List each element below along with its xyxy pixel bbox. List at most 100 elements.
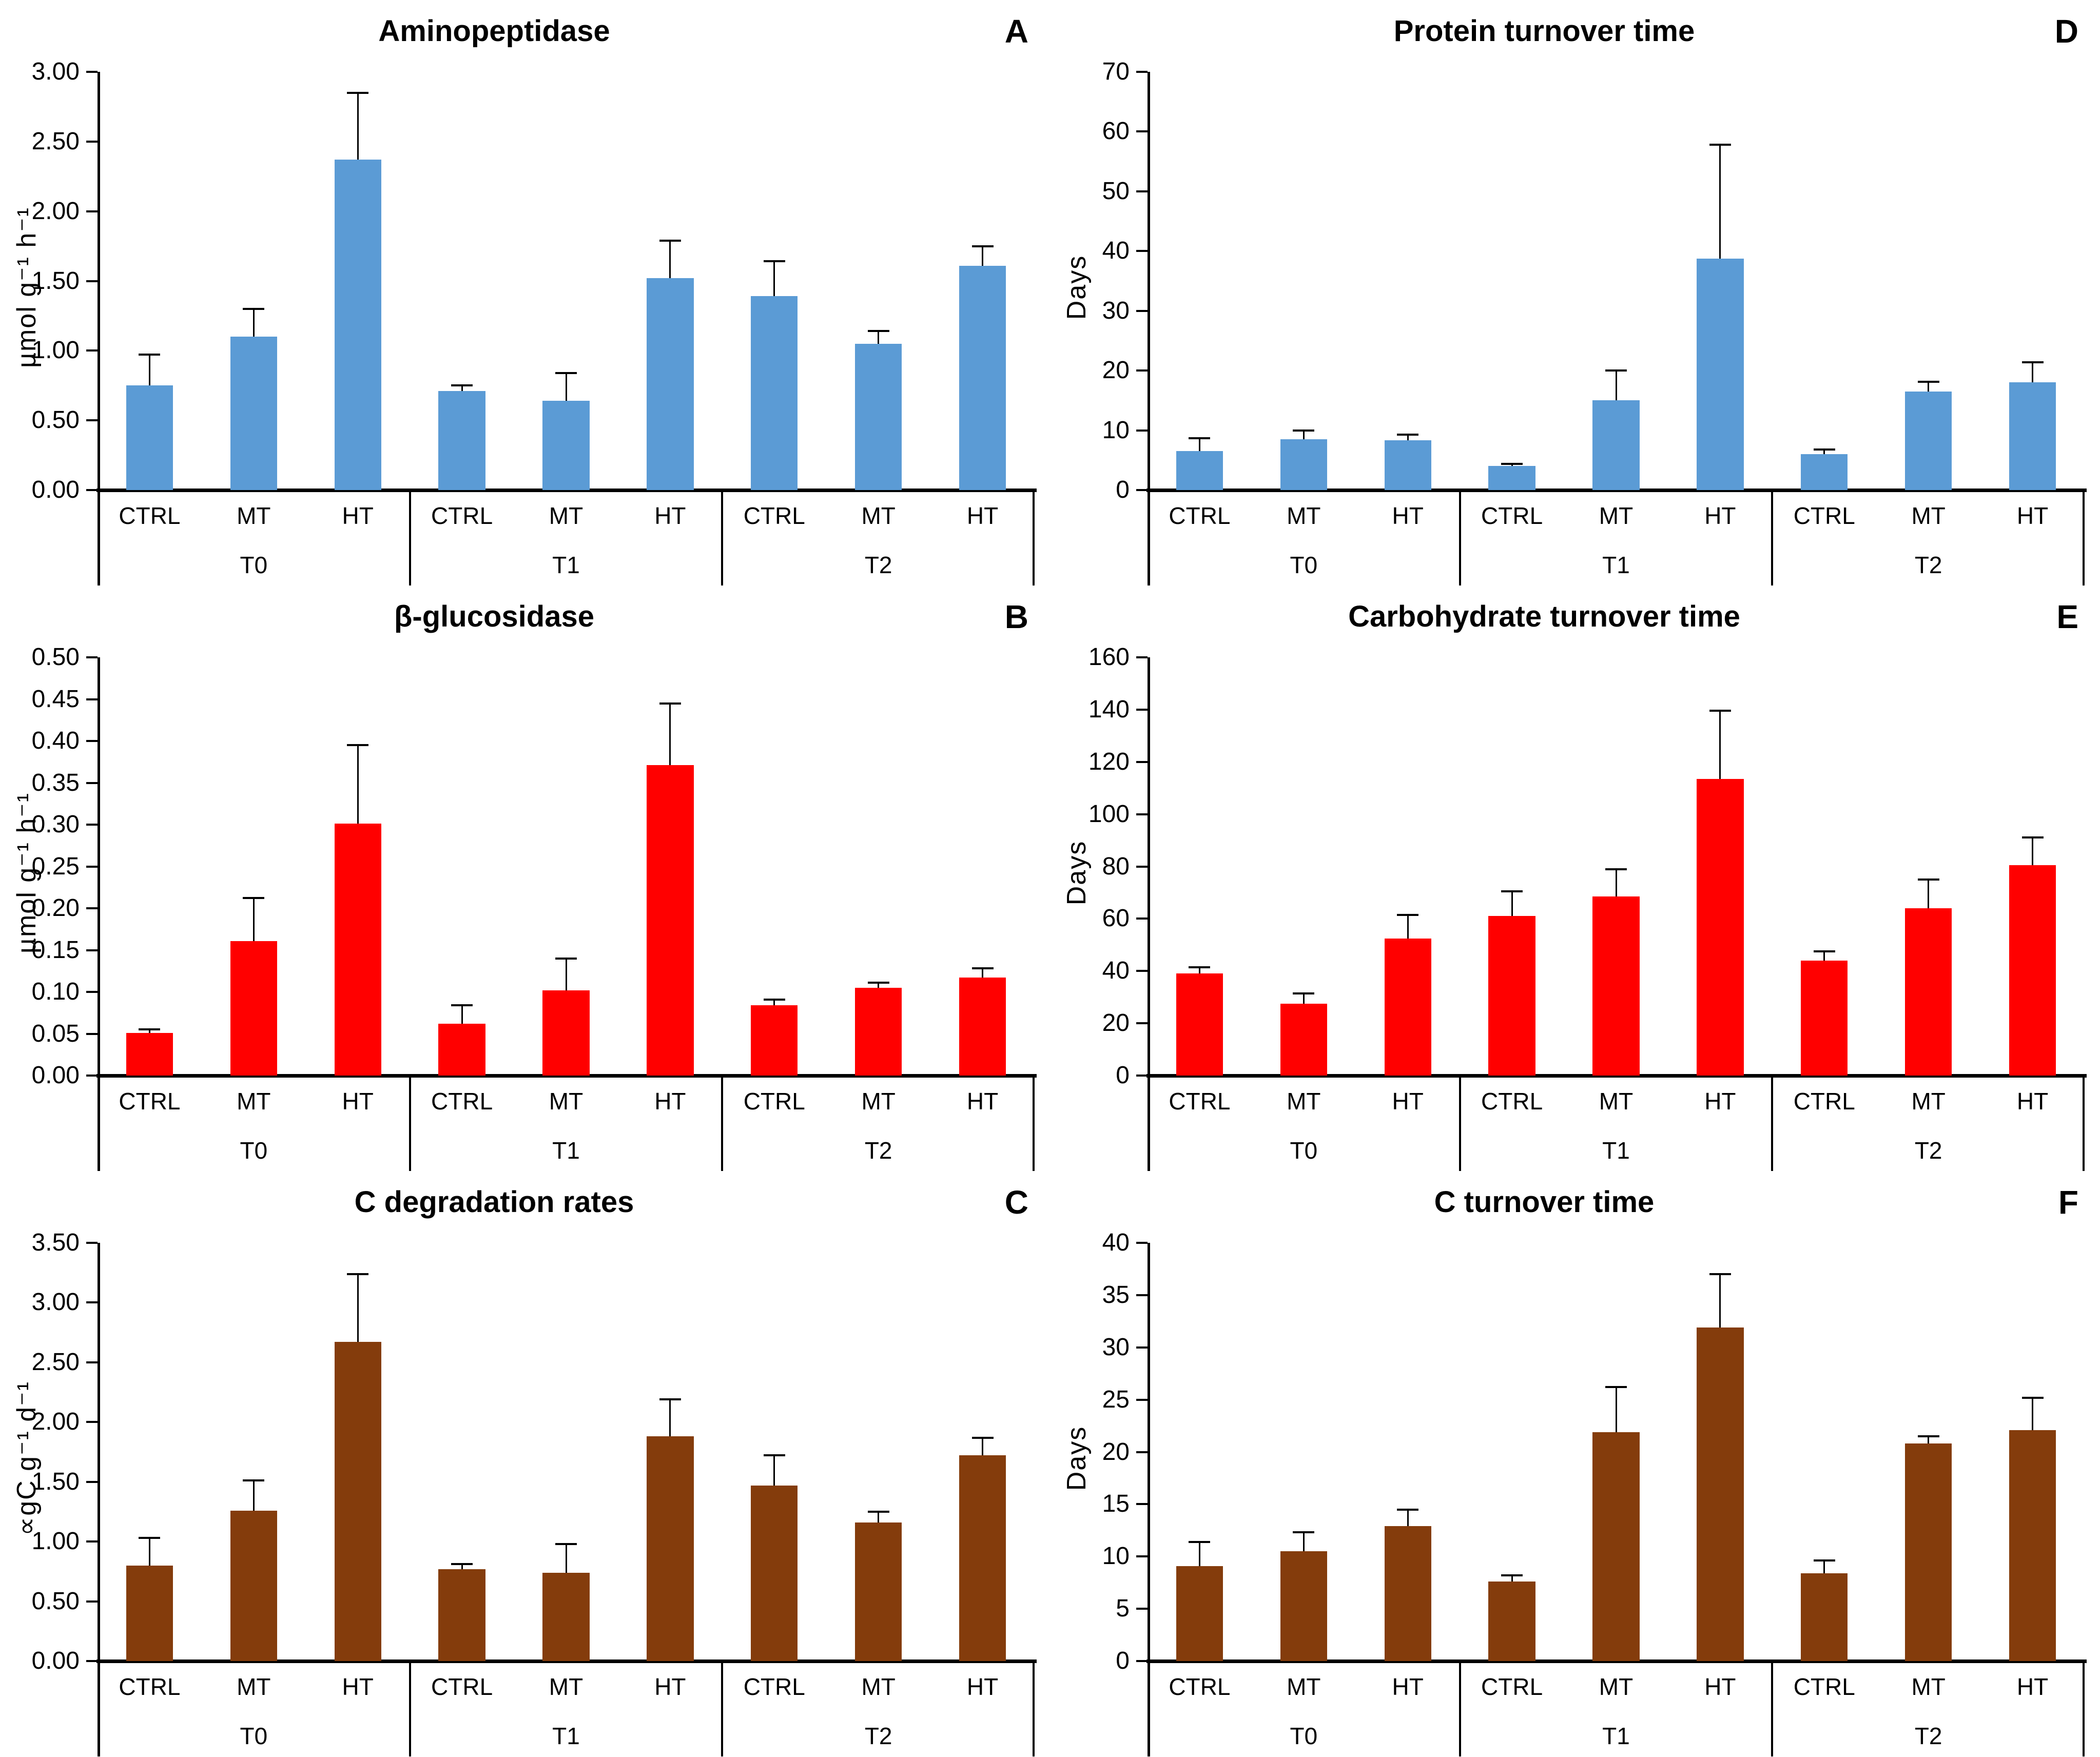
y-tick-mark (1136, 1075, 1148, 1077)
category-label: HT (966, 502, 999, 529)
error-bar-cap (1293, 1531, 1315, 1534)
category-label: HT (2016, 502, 2049, 529)
category-label: CTRL (743, 1088, 805, 1115)
error-bar-cap (971, 1436, 994, 1439)
y-tick-label: 160 (1088, 643, 1130, 671)
category-label: CTRL (1169, 1673, 1231, 1700)
category-label: CTRL (119, 1088, 181, 1115)
error-bar-cap (1501, 890, 1523, 892)
group-label: T0 (240, 1137, 268, 1164)
bar (959, 978, 1006, 1076)
bar (647, 765, 694, 1076)
error-bar-cap (763, 998, 785, 1001)
category-label: HT (342, 502, 374, 529)
y-tick-mark (86, 210, 98, 212)
bar (542, 401, 590, 490)
error-bar-line (148, 1029, 150, 1033)
error-bar-line (1302, 993, 1305, 1004)
y-tick-label: 0.05 (31, 1020, 80, 1047)
error-bar-cap (139, 1537, 161, 1539)
group-label: T2 (1914, 1137, 1942, 1164)
category-box-right-border (2083, 490, 2085, 585)
error-bar-line (1511, 463, 1513, 466)
panel-letter: A (1004, 13, 1028, 50)
group-divider (721, 490, 724, 585)
error-bar-cap (1501, 462, 1523, 465)
bar (751, 1005, 798, 1076)
error-bar-cap (1813, 448, 1835, 451)
y-tick-mark (86, 419, 98, 422)
error-bar-cap (139, 354, 161, 356)
error-bar-cap (1917, 381, 1939, 383)
group-label: T1 (1602, 1723, 1630, 1749)
category-box-right-border (1033, 490, 1035, 585)
error-bar-line (669, 240, 671, 279)
bar-chart-aminopeptidase: 0.00 0.50 1.00 1.50 2.00 2.50 3.00 CTRL MT HT CTRL… (32, 58, 1037, 585)
y-tick-label: 0.20 (31, 894, 80, 922)
y-tick-label: 0.50 (31, 1587, 80, 1615)
bar (1176, 1566, 1223, 1661)
bar-chart-c-turnover-time: 0 5 10 15 20 25 30 35 40 CTRL MT HT CTRL MT HT CTRL MT HT… (1102, 1229, 2087, 1756)
chart-title: β-glucosidase (394, 600, 594, 633)
error-bar-line (1719, 145, 1721, 259)
error-bar-line (1511, 891, 1513, 916)
bar (647, 1436, 694, 1661)
category-label: MT (1599, 1673, 1634, 1700)
category-label: HT (966, 1088, 999, 1115)
error-bar-cap (1813, 1559, 1835, 1562)
category-label: CTRL (1481, 1673, 1543, 1700)
bar (647, 278, 694, 490)
bar (542, 990, 590, 1076)
bar-chart-protein-turnover-time: 0 10 20 30 40 50 60 70 CTRL MT HT CTRL MT HT CTRL MT HT T… (1102, 58, 2087, 585)
y-tick-label: 2.50 (31, 1348, 80, 1376)
y-tick-mark (1136, 250, 1148, 252)
bar (1697, 259, 1744, 490)
category-label: HT (654, 502, 686, 529)
category-label: CTRL (431, 502, 493, 529)
y-tick-mark (86, 1540, 98, 1543)
y-tick-mark (86, 991, 98, 993)
group-label: T1 (552, 552, 580, 578)
bar (230, 941, 277, 1076)
error-bar-cap (2021, 1396, 2044, 1399)
error-bar-cap (867, 982, 889, 984)
y-tick-label: 2.50 (31, 127, 80, 155)
group-label: T2 (864, 1137, 892, 1164)
category-label: CTRL (1481, 502, 1543, 529)
bar-chart-c-degradation-rates: 0.00 0.50 1.00 1.50 2.00 2.50 3.00 3.50 CTRL MT HT… (32, 1229, 1037, 1756)
panel-beta-glucosidase: β-glucosidase B µmol g⁻¹ h⁻¹ 0.00 0.05 0.1… (0, 585, 1050, 1171)
y-tick-label: 0.10 (31, 978, 80, 1005)
y-tick-mark (1136, 1555, 1148, 1558)
bar (1280, 1551, 1327, 1661)
error-bar-line (1302, 1532, 1305, 1552)
error-bar-line (1823, 1560, 1825, 1573)
bar (334, 1342, 381, 1661)
error-bar-cap (1605, 369, 1627, 372)
y-tick-label: 80 (1102, 852, 1130, 880)
bar (438, 391, 485, 490)
y-tick-label: 0.15 (31, 936, 80, 964)
group-label: T0 (1290, 552, 1318, 578)
bar (751, 296, 798, 490)
bar (126, 1032, 173, 1076)
category-label: MT (1911, 1088, 1946, 1115)
error-bar-line (148, 355, 150, 386)
bar (542, 1572, 590, 1661)
panel-c-degradation-rates: C degradation rates C ∝gC g⁻¹ d⁻¹ 0.00 0.… (0, 1171, 1050, 1757)
group-divider (1459, 1661, 1461, 1756)
y-tick-label: 0.35 (31, 769, 80, 796)
y-tick-label: 0.00 (31, 1647, 80, 1674)
y-tick-mark (86, 140, 98, 143)
y-tick-label: 30 (1102, 297, 1130, 324)
bar (1384, 440, 1431, 490)
error-bar-line (357, 745, 359, 824)
y-tick-label: 100 (1088, 800, 1130, 828)
y-axis-line (1148, 1243, 1150, 1756)
bar (126, 385, 173, 490)
error-bar-cap (1293, 429, 1315, 432)
y-tick-mark (86, 949, 98, 951)
error-bar-cap (659, 239, 681, 242)
error-bar-line (252, 308, 255, 337)
error-bar-line (982, 246, 984, 266)
group-label: T2 (864, 1723, 892, 1749)
